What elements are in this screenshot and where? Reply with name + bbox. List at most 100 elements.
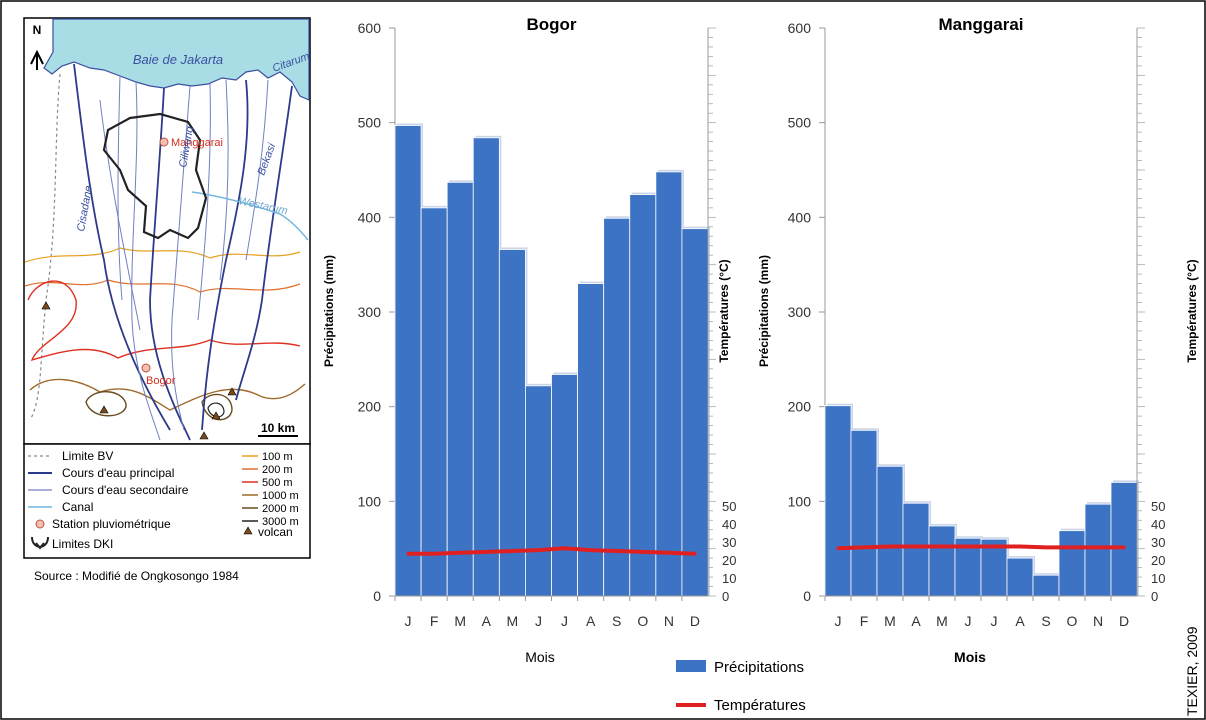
bogor-y2-tick-label: 0 bbox=[722, 589, 729, 604]
bogor-x-tick-label: N bbox=[664, 613, 674, 629]
manggarai-temperature-point bbox=[1096, 545, 1100, 550]
bogor-x-tick-label: J bbox=[561, 613, 568, 629]
legend-temp-label: Températures bbox=[714, 697, 806, 714]
manggarai-x-tick-label: F bbox=[860, 613, 869, 629]
map-source: Source : Modifié de Ongkosongo 1984 bbox=[34, 569, 239, 583]
bogor-x-tick-label: S bbox=[612, 613, 621, 629]
bogor-temperature-point bbox=[458, 551, 462, 555]
station-label-manggarai: Manggarai bbox=[171, 137, 223, 149]
contour-2000m bbox=[85, 391, 233, 421]
bogor-x-tick-label: A bbox=[482, 613, 492, 629]
dki-limit-line bbox=[102, 112, 208, 240]
map-frame bbox=[23, 17, 311, 445]
bogor-x-tick-label: A bbox=[586, 613, 596, 629]
bogor-y-tick-label: 0 bbox=[373, 588, 381, 604]
map-panel: Baie de Jakarta N bbox=[23, 17, 311, 445]
main-rivers bbox=[73, 63, 293, 441]
north-arrow-icon bbox=[30, 49, 44, 70]
bogor-x-tick-label: F bbox=[430, 613, 439, 629]
bogor-temperature-point bbox=[484, 550, 488, 554]
north-label: N bbox=[33, 23, 42, 37]
bogor-y-axis-label: Précipitations (mm) bbox=[322, 255, 336, 367]
manggarai-precip-bar bbox=[1058, 530, 1086, 597]
bogor-x-tick-label: M bbox=[454, 613, 466, 629]
manggarai-y-tick-label: 500 bbox=[788, 115, 812, 131]
manggarai-temperature-point bbox=[862, 545, 866, 550]
manggarai-y2-tick-label: 20 bbox=[1151, 553, 1165, 568]
bogor-x-tick-label: M bbox=[507, 613, 519, 629]
legend-left-4: Station pluviométrique bbox=[52, 517, 171, 531]
manggarai-precip-bar bbox=[1032, 574, 1060, 597]
manggarai-x-axis-label: Mois bbox=[954, 649, 986, 665]
bogor-y-tick-label: 200 bbox=[358, 399, 382, 415]
manggarai-x-tick-label: J bbox=[965, 613, 972, 629]
legend-left-1: Cours d'eau principal bbox=[62, 466, 174, 480]
secondary-rivers bbox=[99, 75, 269, 441]
legend-volcano-icon bbox=[243, 526, 253, 535]
manggarai-y-tick-label: 100 bbox=[788, 493, 812, 509]
bogor-precip-bar bbox=[472, 137, 500, 597]
manggarai-x-tick-label: S bbox=[1041, 613, 1050, 629]
bogor-y2-tick-label: 10 bbox=[722, 571, 736, 586]
bogor-precip-bar bbox=[629, 194, 657, 597]
bogor-precip-bar bbox=[394, 125, 422, 597]
manggarai-y2-tick-label: 0 bbox=[1151, 589, 1158, 604]
legend-precip-label: Précipitations bbox=[714, 659, 804, 676]
bogor-precip-bar bbox=[446, 181, 474, 597]
bogor-y-tick-label: 100 bbox=[358, 493, 382, 509]
bogor-x-tick-label: J bbox=[535, 613, 542, 629]
manggarai-temperature-point bbox=[992, 544, 996, 549]
manggarai-temperature-point bbox=[940, 544, 944, 549]
bogor-temperature-point bbox=[406, 552, 410, 556]
manggarai-precip-bar bbox=[824, 405, 852, 597]
manggarai-x-tick-label: A bbox=[1015, 613, 1025, 629]
manggarai-y-axis-label: Précipitations (mm) bbox=[757, 255, 771, 367]
legend-left-3: Canal bbox=[62, 500, 93, 514]
bogor-temperature-point bbox=[667, 551, 671, 555]
scale-label: 10 km bbox=[261, 421, 295, 435]
legend-left-0: Limite BV bbox=[62, 449, 113, 463]
legend-right-4: 2000 m bbox=[262, 503, 299, 515]
bogor-x-tick-label: D bbox=[690, 613, 700, 629]
manggarai-temperature-point bbox=[836, 546, 840, 550]
bogor-precip-bar bbox=[420, 207, 448, 597]
map-legend-frame bbox=[23, 443, 311, 559]
legend-left-2: Cours d'eau secondaire bbox=[62, 483, 189, 497]
bogor-y-tick-label: 500 bbox=[358, 115, 382, 131]
sea-area bbox=[43, 18, 310, 101]
bogor-temperature-point bbox=[432, 552, 436, 556]
bogor-temperature-point bbox=[641, 550, 645, 554]
legend-right-6: volcan bbox=[258, 525, 293, 539]
manggarai-y2-tick-label: 10 bbox=[1151, 571, 1165, 586]
station-marker-manggarai bbox=[159, 137, 169, 147]
manggarai-y-tick-label: 600 bbox=[788, 20, 812, 36]
bogor-x-tick-label: O bbox=[637, 613, 648, 629]
bogor-precip-bar bbox=[525, 385, 552, 597]
watershed-limit-line bbox=[29, 73, 61, 421]
canal-line bbox=[191, 191, 309, 241]
manggarai-x-tick-label: D bbox=[1119, 613, 1129, 629]
volcano-icons bbox=[41, 301, 237, 440]
manggarai-y2-tick-label: 40 bbox=[1151, 517, 1165, 532]
bogor-temperature-point bbox=[693, 552, 697, 556]
contour-500m bbox=[27, 280, 301, 362]
manggarai-precip-bar bbox=[928, 525, 956, 597]
manggarai-x-tick-label: A bbox=[911, 613, 921, 629]
manggarai-y-tick-label: 0 bbox=[803, 588, 811, 604]
manggarai-precip-bar bbox=[1006, 557, 1034, 597]
manggarai-x-tick-label: M bbox=[936, 613, 948, 629]
manggarai-x-tick-label: M bbox=[884, 613, 896, 629]
manggarai-chart-title: Manggarai bbox=[938, 15, 1023, 34]
legend-symbol-dki bbox=[31, 536, 49, 550]
legend-right-1: 200 m bbox=[262, 464, 293, 476]
legend-left-5: Limites DKI bbox=[52, 537, 113, 551]
bogor-temperature-point bbox=[562, 546, 567, 550]
manggarai-y2-tick-label: 30 bbox=[1151, 535, 1165, 550]
manggarai-x-tick-label: J bbox=[991, 613, 998, 629]
bogor-y2-tick-label: 50 bbox=[722, 499, 736, 514]
bogor-y-tick-label: 300 bbox=[358, 304, 382, 320]
manggarai-precip-bar bbox=[850, 429, 878, 597]
